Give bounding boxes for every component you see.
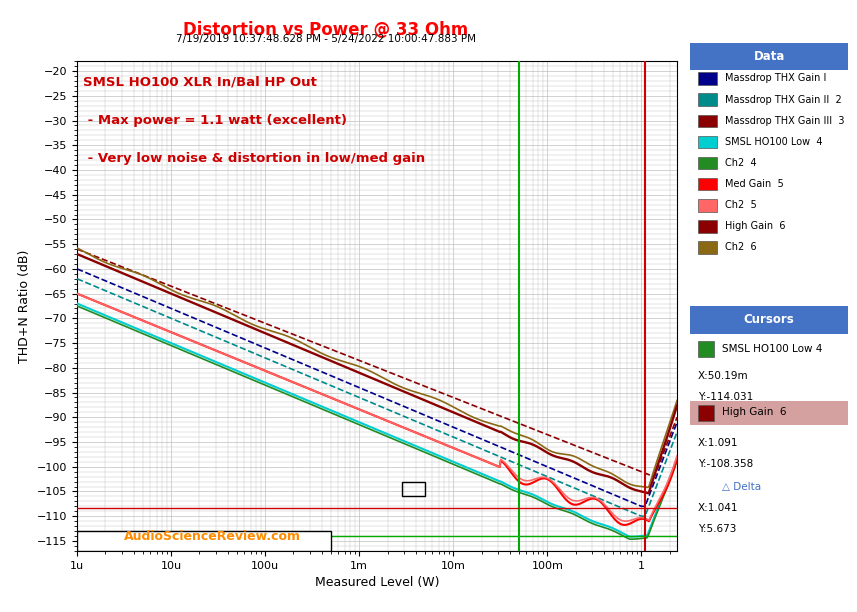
Text: Ch2  5: Ch2 5 bbox=[725, 200, 757, 210]
Text: AudioScienceReview.com: AudioScienceReview.com bbox=[124, 531, 301, 543]
Text: High Gain  6: High Gain 6 bbox=[722, 407, 786, 417]
Text: SMSL HO100 Low  4: SMSL HO100 Low 4 bbox=[725, 137, 822, 147]
Text: Y:5.673: Y:5.673 bbox=[698, 524, 736, 534]
Text: Med Gain  5: Med Gain 5 bbox=[725, 179, 783, 189]
Bar bbox=[402, 482, 425, 496]
FancyBboxPatch shape bbox=[698, 199, 716, 212]
Text: △ Delta: △ Delta bbox=[722, 482, 761, 493]
Text: Y:-114.031: Y:-114.031 bbox=[698, 392, 753, 401]
Text: Data: Data bbox=[753, 50, 785, 63]
Text: X:50.19m: X:50.19m bbox=[698, 371, 748, 381]
FancyBboxPatch shape bbox=[698, 341, 714, 357]
FancyBboxPatch shape bbox=[698, 72, 716, 84]
Text: Ch2  4: Ch2 4 bbox=[725, 158, 757, 168]
FancyBboxPatch shape bbox=[698, 94, 716, 106]
Text: Massdrop THX Gain II  2: Massdrop THX Gain II 2 bbox=[725, 94, 842, 105]
Text: SMSL HO100 XLR In/Bal HP Out

 - Max power = 1.1 watt (excellent)

 - Very low n: SMSL HO100 XLR In/Bal HP Out - Max power… bbox=[83, 76, 425, 165]
FancyBboxPatch shape bbox=[698, 220, 716, 233]
Y-axis label: THD+N Ratio (dB): THD+N Ratio (dB) bbox=[19, 249, 32, 363]
Text: Massdrop THX Gain III  3: Massdrop THX Gain III 3 bbox=[725, 116, 844, 125]
FancyBboxPatch shape bbox=[690, 43, 848, 70]
Text: Distortion vs Power @ 33 Ohm: Distortion vs Power @ 33 Ohm bbox=[183, 21, 468, 39]
FancyBboxPatch shape bbox=[698, 157, 716, 170]
Text: Massdrop THX Gain I: Massdrop THX Gain I bbox=[725, 73, 826, 83]
FancyBboxPatch shape bbox=[698, 136, 716, 148]
FancyBboxPatch shape bbox=[698, 241, 716, 254]
Text: Ch2  6: Ch2 6 bbox=[725, 242, 757, 253]
Text: SMSL HO100 Low 4: SMSL HO100 Low 4 bbox=[722, 344, 822, 354]
FancyBboxPatch shape bbox=[690, 401, 848, 425]
Text: 7/19/2019 10:37:48.628 PM - 5/24/2022 10:00:47.883 PM: 7/19/2019 10:37:48.628 PM - 5/24/2022 10… bbox=[176, 34, 476, 43]
Text: Y:-108.358: Y:-108.358 bbox=[698, 459, 753, 469]
FancyBboxPatch shape bbox=[698, 114, 716, 127]
Text: X:1.041: X:1.041 bbox=[698, 503, 739, 513]
FancyBboxPatch shape bbox=[698, 178, 716, 190]
Bar bbox=[77, 531, 331, 551]
X-axis label: Measured Level (W): Measured Level (W) bbox=[315, 576, 440, 589]
Text: Cursors: Cursors bbox=[744, 313, 794, 326]
FancyBboxPatch shape bbox=[690, 306, 848, 334]
FancyBboxPatch shape bbox=[698, 405, 714, 421]
Text: X:1.091: X:1.091 bbox=[698, 438, 739, 448]
Text: High Gain  6: High Gain 6 bbox=[725, 222, 785, 231]
